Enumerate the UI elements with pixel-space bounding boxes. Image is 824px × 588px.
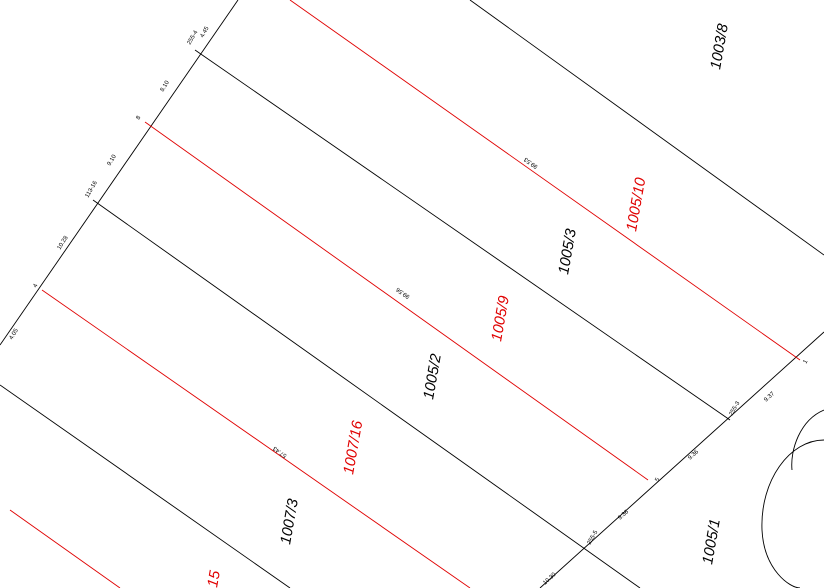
boundary-line xyxy=(0,0,239,346)
point-label: 113-16 xyxy=(85,180,100,199)
parcel-label: 1005/3 xyxy=(555,227,580,276)
parcel-label: 1005/10 xyxy=(623,176,649,233)
parcel-line-red xyxy=(41,289,471,588)
parcel-label: 15 xyxy=(204,569,224,588)
distance-label: 10.28 xyxy=(57,235,70,251)
point-label: 255-3 xyxy=(729,400,742,417)
distance-label: 4.45 xyxy=(200,25,211,39)
parcel-label: 1005/9 xyxy=(488,294,513,343)
parcel-line xyxy=(469,0,824,256)
length-label: 99.53 xyxy=(523,155,539,169)
parcel-line xyxy=(194,49,731,421)
point-label: 5 xyxy=(655,477,662,483)
parcel-label: 1007/16 xyxy=(340,419,366,476)
point-label: 4 xyxy=(33,283,40,289)
parcel-line xyxy=(0,384,291,588)
parcel-label: 1005/1 xyxy=(699,518,724,566)
point-labels: 255-4 8 113-16 4 255-3 1 5 255-5 xyxy=(33,29,810,546)
distance-label: 9.36 xyxy=(687,449,700,462)
distance-label: 9.36 xyxy=(617,509,630,522)
parcel-line-red xyxy=(144,121,649,481)
point-label: 255-5 xyxy=(587,529,600,546)
point-label: 1 xyxy=(803,359,810,365)
parcel-label: 1003/8 xyxy=(707,22,732,71)
curve xyxy=(761,439,824,588)
parcel-label: 1005/2 xyxy=(420,352,445,401)
curve xyxy=(791,409,824,471)
parcel-label: 1007/3 xyxy=(277,497,302,546)
length-label: 99.56 xyxy=(395,285,411,299)
parcel-line-red xyxy=(9,509,121,588)
parcel-labels: 1003/8 1005/3 1005/2 1007/3 1005/1 1005/… xyxy=(204,22,732,588)
distance-label: 8.10 xyxy=(160,79,172,93)
distance-label: 9.37 xyxy=(763,391,776,404)
point-label: 8 xyxy=(136,115,143,121)
distance-label: 4.05 xyxy=(9,327,21,341)
point-label: 255-4 xyxy=(187,29,200,46)
parcel-line xyxy=(92,199,641,588)
distance-labels: 4.45 8.10 9.10 10.28 4.05 9.37 9.36 9.36… xyxy=(9,25,777,586)
parcel-line-red xyxy=(289,0,801,361)
boundary-line xyxy=(539,331,824,588)
distance-label: 9.10 xyxy=(107,153,119,167)
